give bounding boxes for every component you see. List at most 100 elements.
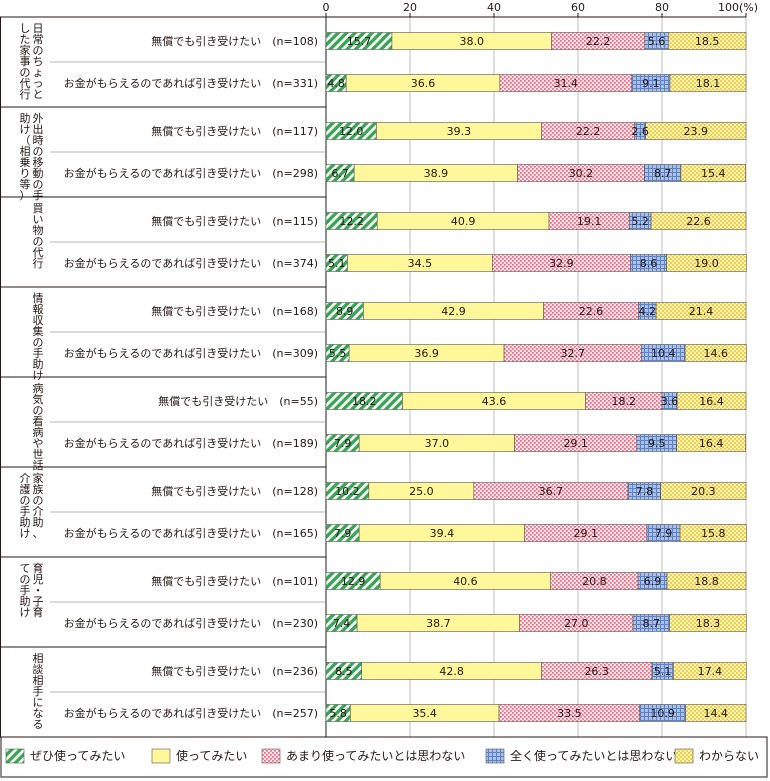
data-label: 15.4 xyxy=(701,167,726,180)
group-label-char: け xyxy=(20,527,31,540)
data-label: 6.7 xyxy=(331,167,349,180)
group-label-char: け xyxy=(20,606,31,619)
group-label-char: 介 xyxy=(33,505,44,518)
bar-segment xyxy=(667,32,747,50)
group-label-char: 外 xyxy=(33,112,44,125)
data-label: 5.2 xyxy=(631,215,649,228)
bar-segment xyxy=(645,122,747,140)
group-label-char: て xyxy=(20,562,31,575)
legend-label: 全く使ってみたいとは思わない xyxy=(510,748,677,763)
group-label-char: 助 xyxy=(20,515,31,529)
data-label: 43.6 xyxy=(482,395,507,408)
data-label: 14.4 xyxy=(704,707,729,720)
bar-segment xyxy=(676,392,747,410)
data-label: 15.8 xyxy=(701,527,726,540)
data-label: 9.5 xyxy=(648,437,666,450)
group-label-char: や xyxy=(33,437,44,450)
data-label: 38.9 xyxy=(424,167,449,180)
data-label: 39.4 xyxy=(430,527,455,540)
data-label: 5.8 xyxy=(329,707,347,720)
data-label: 15.7 xyxy=(347,35,372,48)
row-label: 無償でも引き受けたい (n=117) xyxy=(151,124,318,138)
row-label: お金がもらえるのであれば引き受けたい (n=189) xyxy=(64,436,318,450)
x-tick-label: 100(%) xyxy=(718,1,758,14)
group-label-char: し xyxy=(20,22,31,35)
data-label: 2.6 xyxy=(631,125,649,138)
group-label-char: 相 xyxy=(20,145,31,158)
data-label: 5.1 xyxy=(328,257,346,270)
data-label: 26.3 xyxy=(584,665,609,678)
row-label: 無償でも引き受けたい (n=115) xyxy=(151,214,318,228)
group-label-char: 助 xyxy=(20,111,31,125)
bar-segment xyxy=(650,212,747,230)
row-label: 無償でも引き受けたい (n=168) xyxy=(151,304,318,318)
data-label: 8.7 xyxy=(654,167,672,180)
data-label: 19.0 xyxy=(694,257,719,270)
data-label: 38.7 xyxy=(426,617,451,630)
group-label-char: 事 xyxy=(20,55,31,68)
data-label: 7.8 xyxy=(636,485,654,498)
data-label: 20.8 xyxy=(582,575,607,588)
data-label: 34.5 xyxy=(408,257,433,270)
data-label: 18.2 xyxy=(612,395,637,408)
group-label-char: 気 xyxy=(33,392,44,406)
bar-segment xyxy=(676,434,746,452)
data-label: 10.9 xyxy=(650,707,675,720)
data-label: 7.4 xyxy=(333,617,351,630)
data-label: 10.2 xyxy=(335,485,360,498)
group-label-char: ち xyxy=(33,55,44,68)
data-label: 9.1 xyxy=(642,77,660,90)
group-label-char: の xyxy=(33,404,44,417)
group-label-char: ） xyxy=(20,189,31,202)
group-label-char: 行 xyxy=(20,88,31,101)
data-label: 17.4 xyxy=(698,665,723,678)
group-label-char: 出 xyxy=(33,122,44,136)
group-label-char: 族 xyxy=(33,482,44,496)
group-label-char: 児 xyxy=(33,573,44,586)
data-label: 37.0 xyxy=(425,437,450,450)
group-label-char: 集 xyxy=(33,324,44,338)
group-label-char: 代 xyxy=(33,246,44,259)
data-label: 7.9 xyxy=(334,527,352,540)
row-label: 無償でも引き受けたい (n=128) xyxy=(151,484,318,498)
data-label: 27.0 xyxy=(564,617,589,630)
data-label: 5.5 xyxy=(329,347,347,360)
data-label: 18.8 xyxy=(694,575,719,588)
data-label: 8.7 xyxy=(643,617,661,630)
data-label: 12.9 xyxy=(341,575,366,588)
group-label-char: 助 xyxy=(20,594,31,608)
bar-segment xyxy=(660,482,747,500)
data-label: 22.2 xyxy=(586,35,611,48)
data-label: 12.2 xyxy=(339,215,364,228)
bar-segment xyxy=(684,344,747,362)
data-label: 35.4 xyxy=(412,707,437,720)
group-label-char: 看 xyxy=(33,414,44,428)
group-label-char: 手 xyxy=(20,504,31,518)
data-label: 7.9 xyxy=(334,437,352,450)
group-label-char: の xyxy=(33,336,44,349)
data-label: 40.9 xyxy=(451,215,476,228)
group-label-char: り xyxy=(20,167,31,180)
group-label-char: 病 xyxy=(33,381,44,395)
group-label-char: 等 xyxy=(20,177,31,191)
data-label: 18.5 xyxy=(695,35,720,48)
group-label-char: 世 xyxy=(33,448,44,461)
group-label-char: 相 xyxy=(33,674,44,687)
x-tick-label: 40 xyxy=(487,1,501,14)
data-label: 5.1 xyxy=(654,665,672,678)
legend-label: わからない xyxy=(699,749,759,763)
data-label: 25.0 xyxy=(409,485,434,498)
data-label: 22.6 xyxy=(686,215,711,228)
legend-label: 使ってみたい xyxy=(176,748,247,763)
data-label: 22.6 xyxy=(579,305,604,318)
group-label-char: な xyxy=(33,707,44,720)
data-label: 10.4 xyxy=(651,347,676,360)
group-label-char: 、 xyxy=(33,527,44,540)
data-label: 8.5 xyxy=(335,665,353,678)
group-label-char: 情 xyxy=(33,292,44,305)
data-label: 23.9 xyxy=(684,125,709,138)
row-label: 無償でも引き受けたい (n=101) xyxy=(151,574,318,588)
